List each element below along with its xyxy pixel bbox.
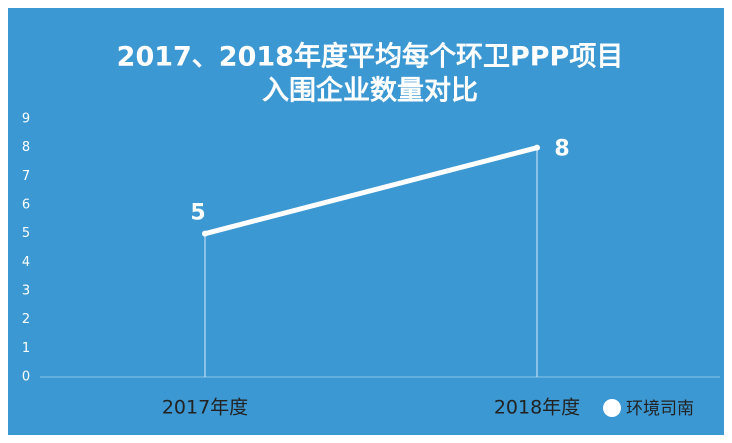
- y-tick-label: 3: [22, 284, 30, 299]
- y-tick-label: 7: [22, 169, 30, 184]
- y-tick-label: 1: [22, 341, 30, 356]
- point: [202, 230, 208, 237]
- x-tick-label: 2017年度: [162, 397, 248, 419]
- chart-title: 入围企业数量对比: [262, 75, 478, 107]
- y-tick-label: 8: [22, 140, 30, 155]
- y-tick-label: 4: [22, 255, 30, 270]
- data-label: 5: [190, 201, 205, 226]
- watermark-icon: [603, 399, 621, 417]
- y-tick-label: 2: [22, 312, 30, 327]
- watermark: 环境司南: [603, 399, 694, 419]
- line: [202, 145, 540, 237]
- x-tick-label: 2018年度: [494, 397, 580, 419]
- chart-title: 2017、2018年度平均每个环卫PPP项目: [117, 41, 624, 73]
- y-tick-label: 9: [22, 112, 30, 127]
- data-label: 8: [554, 137, 569, 162]
- point: [534, 144, 540, 151]
- watermark-text: 环境司南: [626, 399, 694, 419]
- y-tick-label: 5: [22, 226, 30, 241]
- background: [8, 8, 724, 435]
- y-tick-label: 0: [22, 370, 30, 385]
- y-tick-label: 6: [22, 198, 30, 213]
